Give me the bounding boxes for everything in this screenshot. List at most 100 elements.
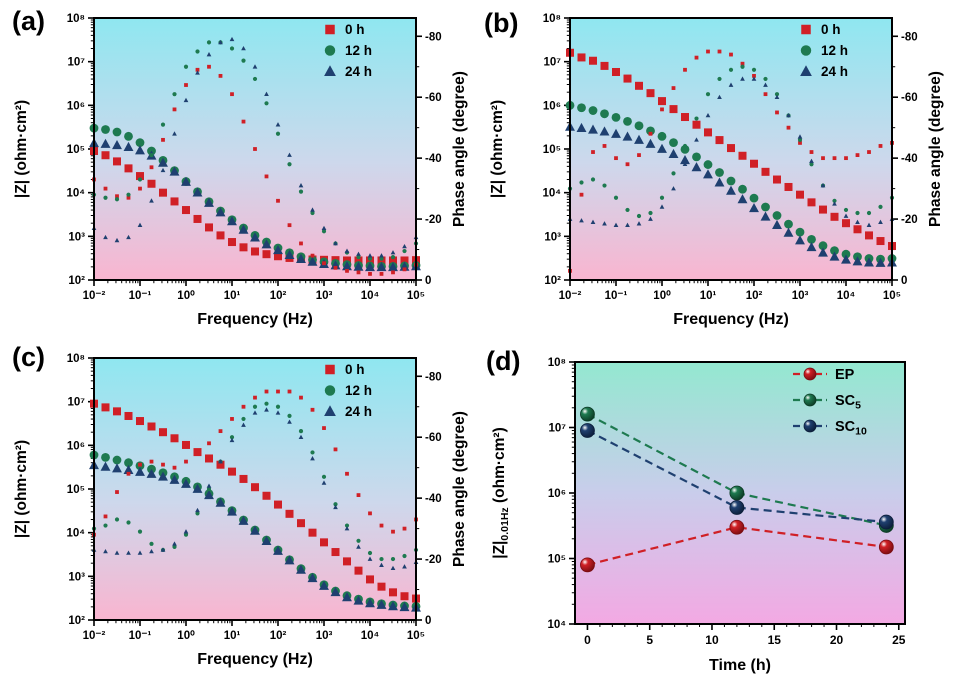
y-axis-label: |Z|0.01Hz (ohm·cm²) bbox=[491, 427, 511, 559]
y-tick-label: 10⁵ bbox=[543, 144, 561, 156]
x-tick-label: 10 bbox=[705, 633, 719, 647]
panel-b: 10⁻² 10⁻¹ 10⁰ 10¹ 10² 10³ 10⁴ 10⁵ 10² 10³ 10⁴ 10⁵ 10… bbox=[480, 2, 944, 336]
y-tick-label: 10⁷ bbox=[548, 423, 566, 435]
series-SC10 bbox=[580, 423, 894, 530]
legend-label: 12 h bbox=[345, 43, 372, 58]
x-tick-label: 10¹ bbox=[224, 630, 241, 642]
y-tick-label: 10³ bbox=[68, 571, 85, 583]
phase-tick-label: -60 bbox=[425, 92, 442, 104]
phase-axis-label: Phase angle (degree) bbox=[451, 411, 468, 567]
legend-label: 24 h bbox=[345, 404, 372, 419]
phase-axis-label: Phase angle (degree) bbox=[451, 71, 468, 227]
x-tick-label: 5 bbox=[646, 633, 653, 647]
x-tick-label: 10² bbox=[270, 630, 287, 642]
phase-tick-label: -60 bbox=[425, 432, 442, 444]
panel-b-chart: 10⁻² 10⁻¹ 10⁰ 10¹ 10² 10³ 10⁴ 10⁵ 10² 10³ 10⁴ 10⁵ 10… bbox=[489, 13, 944, 328]
y-tick-label: 10⁶ bbox=[67, 100, 85, 112]
phase-tick-label: -40 bbox=[425, 493, 442, 505]
panel-a-chart: 10⁻² 10⁻¹ 10⁰ 10¹ 10² 10³ 10⁴ 10⁵ 10² 10³ 10⁴ 10⁵ 10… bbox=[13, 13, 468, 328]
x-axis-label: Time (h) bbox=[709, 657, 771, 674]
x-tick-label: 10⁻² bbox=[83, 290, 106, 302]
x-tick-label: 10⁻¹ bbox=[129, 630, 152, 642]
legend: 0 h 12 h 24 h bbox=[324, 22, 372, 79]
y-tick-label: 10⁷ bbox=[67, 57, 85, 69]
legend-label: 0 h bbox=[821, 22, 841, 37]
y-tick-label: 10⁷ bbox=[67, 397, 85, 409]
x-tick-label: 10⁴ bbox=[361, 290, 380, 302]
phase-tick-label: -40 bbox=[901, 153, 918, 165]
phase-tick-label: -80 bbox=[425, 31, 442, 43]
x-axis-label: Frequency (Hz) bbox=[197, 651, 313, 668]
y-tick-label: 10⁶ bbox=[548, 488, 566, 500]
panel-d-chart: 0 5 10 15 20 25 10⁴ 10⁵ 10⁶ 10⁷ 10⁸ EP SC5 SC10 Time (… bbox=[491, 357, 906, 674]
y-axis-label: |Z| (ohm·cm²) bbox=[13, 100, 30, 198]
y-axis-label: |Z| (ohm·cm²) bbox=[13, 440, 30, 538]
legend-label: 0 h bbox=[345, 362, 365, 377]
y-axis-label: |Z| (ohm·cm²) bbox=[489, 100, 506, 198]
x-tick-label: 10¹ bbox=[224, 290, 241, 302]
y-tick-label: 10³ bbox=[68, 231, 85, 243]
y-tick-label: 10⁴ bbox=[67, 528, 86, 540]
panel-d-letter: (d) bbox=[486, 346, 521, 376]
y-tick-label: 10² bbox=[68, 615, 85, 627]
legend-label: 0 h bbox=[345, 22, 365, 37]
x-tick-label: 10⁻¹ bbox=[605, 290, 628, 302]
panel-b-letter: (b) bbox=[484, 8, 519, 38]
legend-label: 24 h bbox=[345, 64, 372, 79]
x-tick-label: 10⁵ bbox=[407, 630, 425, 642]
y-tick-label: 10⁴ bbox=[548, 619, 567, 631]
legend: EP SC5 SC10 bbox=[793, 367, 867, 438]
x-tick-label: 0 bbox=[584, 633, 591, 647]
series-EP bbox=[580, 519, 894, 573]
legend-label: SC5 bbox=[835, 393, 861, 412]
x-tick-label: 10⁰ bbox=[177, 289, 195, 302]
y-tick-label: 10⁴ bbox=[67, 188, 86, 200]
x-tick-label: 10⁰ bbox=[653, 289, 671, 302]
x-tick-label: 10⁵ bbox=[407, 290, 425, 302]
x-tick-label: 25 bbox=[892, 633, 906, 647]
x-tick-label: 10³ bbox=[316, 630, 333, 642]
x-axis-label: Frequency (Hz) bbox=[673, 311, 789, 328]
y-tick-label: 10⁵ bbox=[67, 484, 85, 496]
phase-series-24h bbox=[91, 36, 419, 258]
y-tick-label: 10² bbox=[544, 275, 561, 287]
phase-axis-label: Phase angle (degree) bbox=[927, 71, 944, 227]
x-tick-label: 10⁴ bbox=[837, 290, 856, 302]
legend-label: SC10 bbox=[835, 419, 867, 438]
phase-tick-label: -20 bbox=[901, 214, 918, 226]
x-axis-label: Frequency (Hz) bbox=[197, 311, 313, 328]
phase-tick-label: 0 bbox=[425, 275, 431, 287]
y-tick-label: 10⁸ bbox=[543, 13, 561, 25]
x-tick-label: 10³ bbox=[316, 290, 333, 302]
panel-c-letter: (c) bbox=[12, 342, 45, 372]
x-tick-label: 10⁻² bbox=[83, 630, 106, 642]
phase-tick-label: -60 bbox=[901, 92, 918, 104]
impedance-series-24h bbox=[89, 138, 421, 272]
phase-series-24h bbox=[567, 76, 895, 227]
y-tick-label: 10² bbox=[68, 275, 85, 287]
legend: 0 h 12 h 24 h bbox=[324, 362, 372, 419]
legend-label: EP bbox=[835, 367, 855, 383]
panel-c: 10⁻² 10⁻¹ 10⁰ 10¹ 10² 10³ 10⁴ 10⁵ 10² 10³ 10⁴ 10⁵ 10… bbox=[4, 342, 468, 676]
phase-tick-label: 0 bbox=[901, 275, 907, 287]
legend: 0 h 12 h 24 h bbox=[800, 22, 848, 79]
phase-tick-label: -40 bbox=[425, 153, 442, 165]
phase-tick-label: -20 bbox=[425, 214, 442, 226]
y-tick-label: 10⁶ bbox=[543, 100, 561, 112]
x-tick-label: 10¹ bbox=[700, 290, 717, 302]
x-tick-label: 10² bbox=[746, 290, 763, 302]
phase-series-12h bbox=[91, 40, 419, 261]
legend-label: 12 h bbox=[345, 383, 372, 398]
phase-series-12h bbox=[567, 64, 895, 219]
x-tick-label: 20 bbox=[830, 633, 844, 647]
legend-label: 12 h bbox=[821, 43, 848, 58]
x-tick-label: 10⁰ bbox=[177, 629, 195, 642]
y-tick-label: 10⁵ bbox=[548, 554, 566, 566]
panel-d: 0 5 10 15 20 25 10⁴ 10⁵ 10⁶ 10⁷ 10⁸ EP SC5 SC10 Time (… bbox=[480, 344, 944, 676]
phase-series-0h bbox=[92, 64, 418, 276]
phase-series-24h bbox=[91, 407, 419, 571]
y-tick-label: 10⁸ bbox=[548, 357, 566, 369]
impedance-series-24h bbox=[565, 121, 897, 267]
y-tick-label: 10⁷ bbox=[543, 57, 561, 69]
